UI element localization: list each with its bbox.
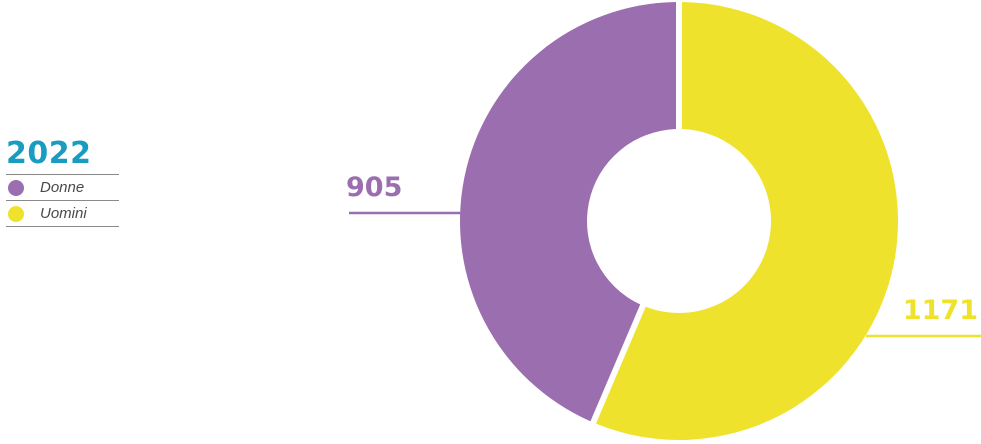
donut-slices (460, 2, 898, 440)
legend-title: 2022 (6, 134, 119, 175)
chart-legend: 2022 Donne Uomini (6, 134, 119, 227)
legend-label-uomini: Uomini (40, 205, 87, 222)
legend-label-donne: Donne (40, 179, 85, 196)
legend-swatch-donne (8, 179, 24, 196)
donut-slice-donne (460, 2, 677, 422)
donut-slice-uomini (595, 2, 898, 440)
leader-lines (349, 211, 981, 338)
legend-swatch-uomini (8, 205, 24, 222)
legend-item-donne: Donne (6, 175, 119, 201)
legend-item-uomini: Uomini (6, 201, 119, 227)
legend-list: Donne Uomini (6, 175, 119, 227)
value-label-uomini: 1171 (903, 295, 978, 326)
value-label-donne: 905 (346, 172, 402, 203)
value-labels: 905 1171 (346, 172, 978, 326)
